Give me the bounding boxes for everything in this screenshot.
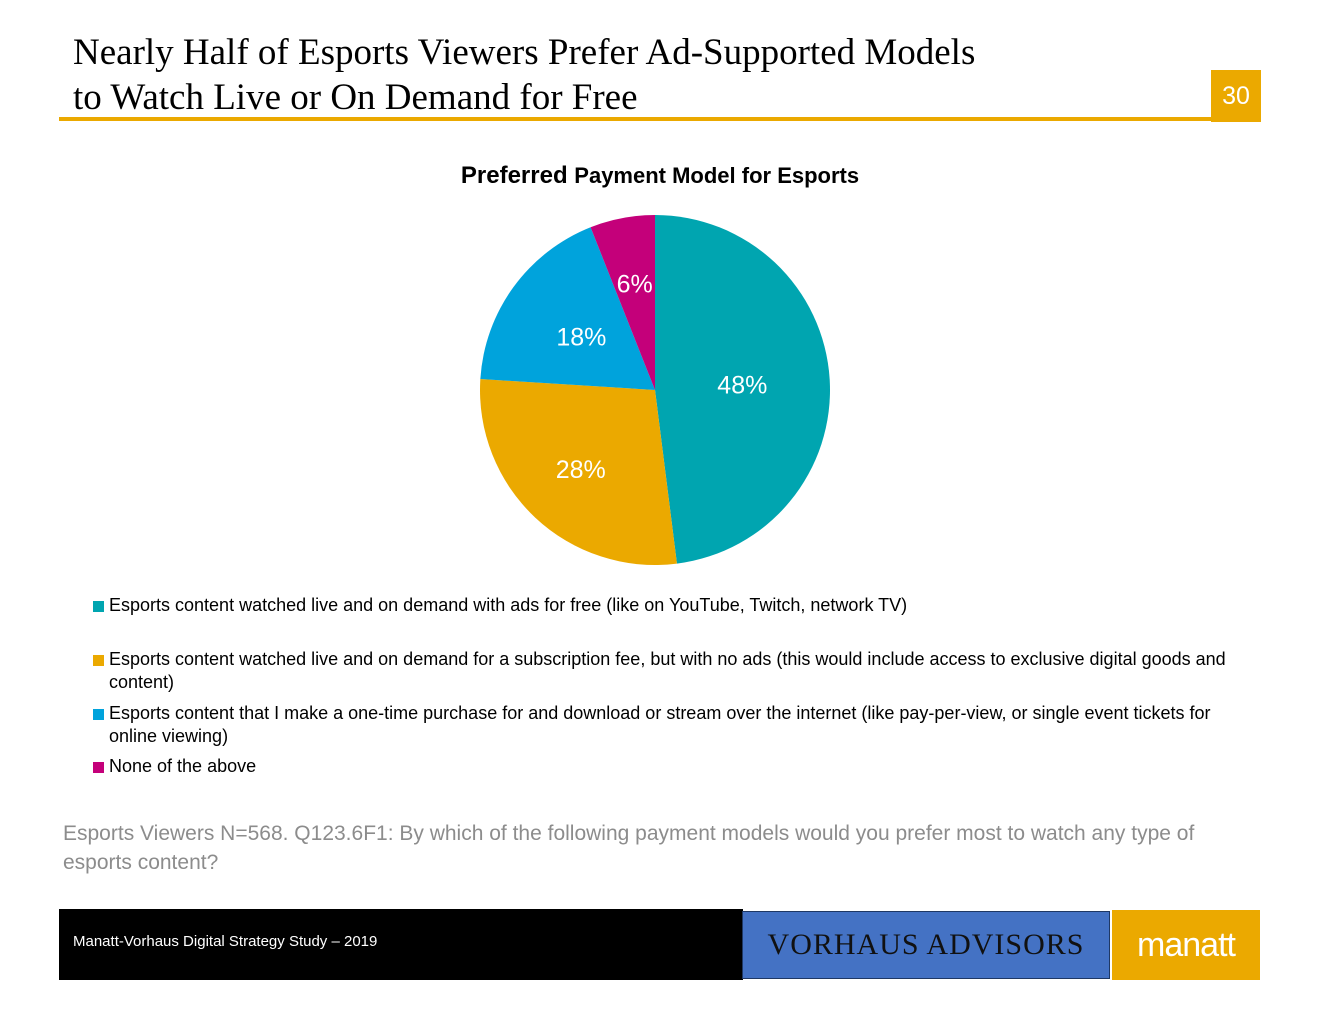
- pie-slice-0: [655, 215, 830, 564]
- pie-slice-label-3: 6%: [617, 270, 653, 298]
- legend-swatch-3: [93, 762, 104, 773]
- pie-slice-3: [590, 215, 655, 390]
- pie-slice-1: [480, 379, 677, 565]
- legend-item-3: None of the above: [93, 755, 1263, 778]
- legend-swatch-1: [93, 655, 104, 666]
- survey-note: Esports Viewers N=568. Q123.6F1: By whic…: [63, 822, 1195, 874]
- pie-slice-label-1: 28%: [556, 456, 606, 484]
- chart-title-part2: Payment Model for Esports: [574, 163, 860, 188]
- slide-title: Nearly Half of Esports Viewers Prefer Ad…: [73, 30, 1173, 120]
- pie-chart: 48% 28% 18% 6%: [480, 215, 830, 565]
- footer-bar: [59, 909, 743, 980]
- chart-title-part1: Preferred: [460, 162, 568, 189]
- legend-label-0: Esports content watched live and on dema…: [109, 595, 908, 615]
- pie-slice-label-0: 48%: [717, 372, 767, 400]
- legend-item-0: Esports content watched live and on dema…: [93, 594, 1263, 617]
- title-rule: [59, 117, 1211, 121]
- legend-swatch-0: [93, 601, 104, 612]
- legend-item-2: Esports content that I make a one-time p…: [93, 702, 1263, 748]
- vorhaus-advisors-logo: VORHAUS ADVISORS: [742, 911, 1110, 979]
- chart-title: Preferred Payment Model for Esports: [0, 162, 1320, 190]
- legend-swatch-2: [93, 709, 104, 720]
- title-line-2: to Watch Live or On Demand for Free: [73, 77, 638, 118]
- pie-slice-label-2: 18%: [556, 324, 606, 352]
- footer-study-text: Manatt-Vorhaus Digital Strategy Study – …: [73, 933, 378, 950]
- manatt-logo: manatt: [1112, 910, 1260, 980]
- page-number: 30: [1211, 70, 1261, 122]
- title-line-1: Nearly Half of Esports Viewers Prefer Ad…: [73, 32, 976, 73]
- legend-label-3: None of the above: [109, 756, 257, 776]
- legend-label-2: Esports content that I make a one-time p…: [109, 703, 1211, 746]
- legend-label-1: Esports content watched live and on dema…: [109, 649, 1226, 692]
- legend-item-1: Esports content watched live and on dema…: [93, 648, 1263, 694]
- pie-slice-2: [480, 227, 655, 390]
